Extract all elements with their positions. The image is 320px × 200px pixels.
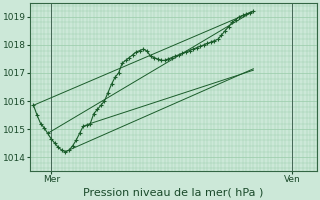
X-axis label: Pression niveau de la mer( hPa ): Pression niveau de la mer( hPa ) <box>84 187 264 197</box>
